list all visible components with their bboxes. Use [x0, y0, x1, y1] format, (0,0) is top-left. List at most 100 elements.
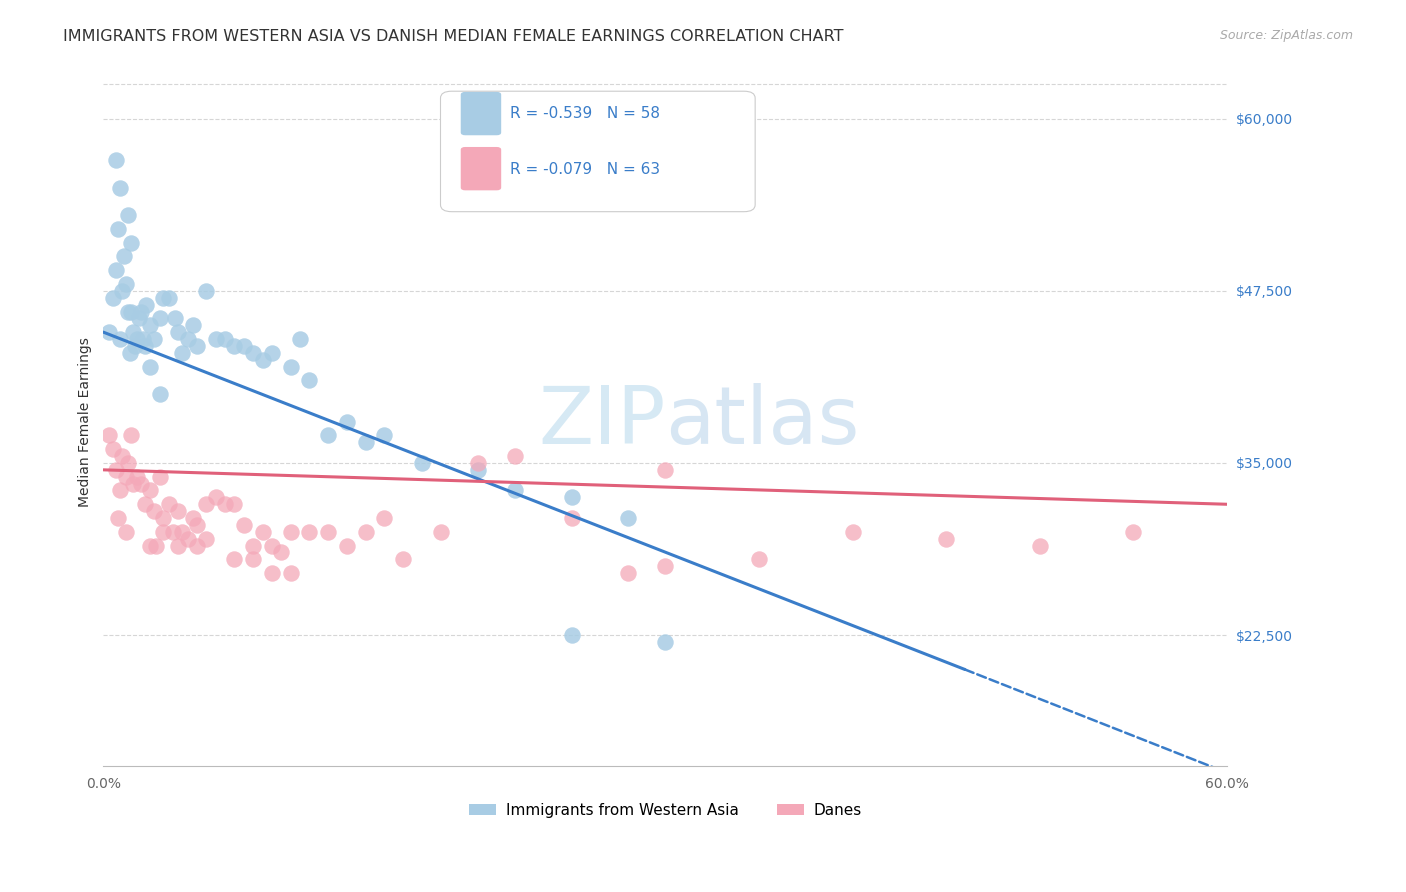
Point: [195, 497, 218, 511]
Point: [411, 456, 433, 470]
Point: [270, 545, 292, 559]
Point: [110, 332, 132, 346]
Point: [617, 511, 640, 525]
Point: [242, 539, 264, 553]
Point: [467, 463, 489, 477]
Point: [181, 318, 204, 333]
Point: [354, 524, 377, 539]
Point: [107, 222, 129, 236]
Point: [214, 497, 236, 511]
Point: [260, 539, 283, 553]
Text: atlas: atlas: [665, 383, 859, 460]
Point: [101, 291, 124, 305]
Point: [167, 539, 190, 553]
Y-axis label: Median Female Earnings: Median Female Earnings: [79, 336, 93, 507]
Point: [121, 235, 143, 250]
Text: Source: ZipAtlas.com: Source: ZipAtlas.com: [1219, 29, 1353, 42]
Point: [152, 524, 174, 539]
Point: [195, 532, 218, 546]
Point: [111, 284, 134, 298]
Point: [105, 263, 128, 277]
Point: [167, 504, 190, 518]
Point: [224, 552, 246, 566]
Point: [170, 346, 193, 360]
Point: [288, 332, 311, 346]
Point: [129, 476, 152, 491]
Point: [115, 277, 138, 291]
Point: [132, 332, 155, 346]
Point: [467, 456, 489, 470]
Point: [134, 497, 156, 511]
Point: [122, 476, 145, 491]
Point: [117, 456, 139, 470]
Point: [107, 511, 129, 525]
Point: [505, 449, 527, 463]
Point: [298, 524, 321, 539]
Point: [148, 387, 170, 401]
Point: [617, 566, 640, 580]
Point: [561, 628, 583, 642]
Point: [105, 153, 128, 167]
Point: [316, 428, 339, 442]
Text: R = -0.539   N = 58: R = -0.539 N = 58: [510, 106, 661, 121]
FancyBboxPatch shape: [461, 92, 501, 136]
Point: [139, 539, 162, 553]
Point: [298, 373, 321, 387]
Point: [280, 524, 302, 539]
FancyBboxPatch shape: [440, 91, 755, 211]
Legend: Immigrants from Western Asia, Danes: Immigrants from Western Asia, Danes: [463, 797, 868, 823]
Point: [167, 325, 190, 339]
Point: [118, 346, 141, 360]
Point: [170, 524, 193, 539]
Point: [260, 346, 283, 360]
Point: [204, 491, 226, 505]
Point: [139, 318, 162, 333]
Point: [110, 180, 132, 194]
Point: [252, 352, 274, 367]
Point: [392, 552, 415, 566]
Point: [186, 517, 208, 532]
Point: [112, 249, 135, 263]
Point: [186, 339, 208, 353]
Point: [505, 483, 527, 498]
Point: [139, 359, 162, 374]
Point: [162, 524, 184, 539]
Point: [128, 311, 150, 326]
Point: [181, 511, 204, 525]
Point: [242, 552, 264, 566]
Point: [129, 304, 152, 318]
Point: [117, 208, 139, 222]
Point: [110, 483, 132, 498]
Point: [121, 304, 143, 318]
Point: [1029, 539, 1052, 553]
Point: [127, 469, 149, 483]
Point: [336, 539, 359, 553]
Point: [654, 559, 676, 574]
Point: [280, 359, 302, 374]
Point: [204, 332, 226, 346]
Point: [157, 291, 180, 305]
Point: [176, 332, 198, 346]
Point: [148, 469, 170, 483]
Point: [142, 504, 165, 518]
Point: [373, 428, 395, 442]
Point: [101, 442, 124, 457]
Point: [561, 511, 583, 525]
Point: [316, 524, 339, 539]
Point: [117, 304, 139, 318]
Point: [105, 463, 128, 477]
Point: [195, 284, 218, 298]
Point: [98, 428, 121, 442]
Point: [145, 539, 167, 553]
Point: [176, 532, 198, 546]
Point: [561, 491, 583, 505]
Text: R = -0.079   N = 63: R = -0.079 N = 63: [510, 161, 661, 177]
Point: [111, 449, 134, 463]
Point: [232, 517, 254, 532]
Point: [148, 311, 170, 326]
Point: [115, 524, 138, 539]
Point: [1122, 524, 1144, 539]
Text: ZIP: ZIP: [538, 383, 665, 460]
Point: [260, 566, 283, 580]
Point: [127, 332, 149, 346]
